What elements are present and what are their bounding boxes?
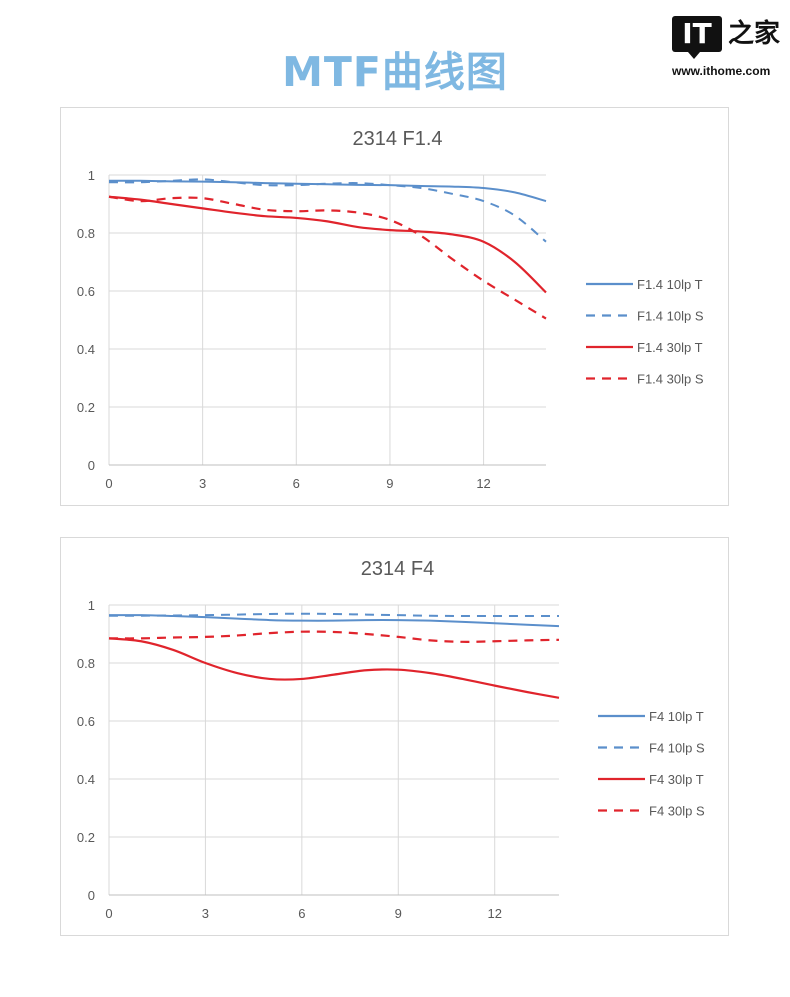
x-tick-label: 9 [395,906,402,921]
x-tick-label: 9 [386,476,393,491]
x-tick-label: 6 [293,476,300,491]
logo-url: www.ithome.com [672,64,771,78]
logo-chinese-name: 之家 [728,19,781,49]
legend-label: F1.4 30lp S [637,372,704,387]
chart-f1-4-svg: 2314 F1.4 0 0.2 0.4 0.6 0.8 1 0 3 6 9 12 F1.4 10lp T… [77,128,704,491]
x-tick-label: 3 [202,906,209,921]
legend-label: F4 10lp T [649,709,704,724]
chart-f4-svg: 2314 F4 0 0.2 0.4 0.6 0.8 1 0 3 6 9 12 F4 10lp T F4 1… [77,558,705,921]
logo-it-mark: IT [672,16,722,52]
x-tick-label: 0 [105,906,112,921]
ithome-logo: IT 之家 www.ithome.com [668,12,786,82]
y-tick-label: 0.4 [77,342,95,357]
series-line-f1-4-30lp-t [108,195,547,294]
chart-f1-4: 2314 F1.4 0 0.2 0.4 0.6 0.8 1 0 3 6 9 12 F1.4 10lp T… [60,107,729,506]
x-tick-label: 3 [199,476,206,491]
series-line-f4-10lp-t [108,614,560,628]
legend-label: F4 30lp T [649,772,704,787]
legend-label: F1.4 10lp S [637,309,704,324]
logo-speech-tail [688,52,700,59]
chart-title: 2314 F1.4 [352,128,442,150]
page-title: MTF曲线图 [282,48,508,96]
legend-label: F4 30lp S [649,804,705,819]
y-tick-label: 0.4 [77,772,95,787]
y-tick-label: 0 [88,458,95,473]
y-tick-label: 0.2 [77,830,95,845]
x-tick-label: 0 [105,476,112,491]
legend-label: F4 10lp S [649,741,705,756]
x-tick-label: 12 [487,906,501,921]
y-tick-label: 1 [88,598,95,613]
series-line-f4-30lp-t [108,637,560,699]
y-tick-label: 0.8 [77,226,95,241]
series-line-f1-4-10lp-s [108,178,547,243]
legend-label: F1.4 30lp T [637,340,703,355]
series-line-f1-4-30lp-s [108,195,547,320]
y-tick-label: 0.2 [77,400,95,415]
series-line-f4-30lp-s [108,630,560,643]
legend-label: F1.4 10lp T [637,277,703,292]
y-tick-label: 0.6 [77,284,95,299]
series-line-f1-4-10lp-t [108,179,547,203]
y-tick-label: 0.8 [77,656,95,671]
x-tick-label: 6 [298,906,305,921]
chart-title: 2314 F4 [361,558,434,580]
x-tick-label: 12 [476,476,490,491]
series-line-f4-10lp-s [108,612,559,618]
y-tick-label: 0 [88,888,95,903]
y-tick-label: 1 [88,168,95,183]
chart-f4: 2314 F4 0 0.2 0.4 0.6 0.8 1 0 3 6 9 12 F4 10lp T F4 1… [60,537,729,936]
y-tick-label: 0.6 [77,714,95,729]
